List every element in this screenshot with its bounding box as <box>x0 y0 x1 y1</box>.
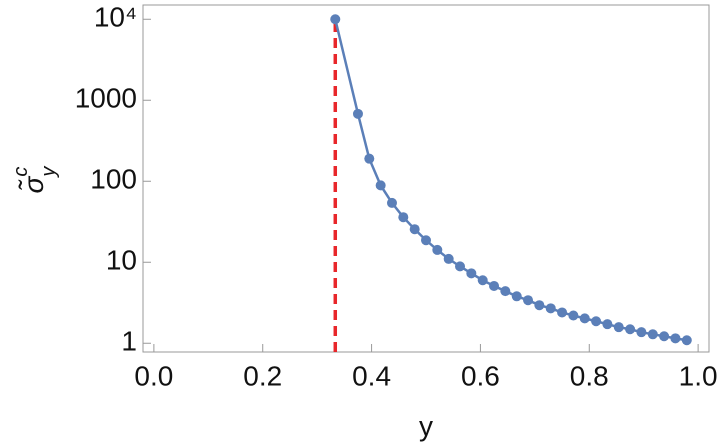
y-tick-label: 1000 <box>75 83 137 114</box>
data-point <box>670 333 681 344</box>
data-point <box>511 291 522 302</box>
data-point <box>647 329 658 340</box>
x-tick-label: 0.4 <box>352 360 391 391</box>
data-point <box>568 310 579 321</box>
y-label-sup: c <box>10 167 32 177</box>
y-tick-label: 100 <box>90 164 137 195</box>
x-tick-label: 0.8 <box>570 360 609 391</box>
data-point <box>466 268 477 279</box>
y-tick-label: 10 <box>106 245 137 276</box>
data-point <box>579 313 590 324</box>
data-point <box>375 180 386 191</box>
data-point <box>455 261 466 272</box>
data-point <box>625 324 636 335</box>
plot-frame <box>142 4 710 353</box>
data-point <box>489 280 500 291</box>
y-label-sub: y <box>38 166 60 179</box>
data-point <box>613 322 624 333</box>
data-point <box>330 14 341 25</box>
y-axis-label: σ̃yc <box>10 166 60 194</box>
data-point <box>443 253 454 264</box>
x-tick-label: 1.0 <box>679 360 718 391</box>
x-axis-label: y <box>419 410 433 441</box>
data-point <box>500 286 511 297</box>
data-point <box>545 303 556 314</box>
y-tick-label: 10⁴ <box>94 2 137 33</box>
data-point <box>364 153 375 164</box>
data-point <box>386 197 397 208</box>
data-point <box>421 235 431 246</box>
y-label-base: σ̃ <box>18 175 49 193</box>
x-tick-label: 0.2 <box>243 360 282 391</box>
y-tick-label: 1 <box>121 326 137 357</box>
data-point <box>681 335 692 346</box>
data-point <box>352 108 363 119</box>
data-point <box>477 275 488 286</box>
x-tick-label: 0.6 <box>461 360 500 391</box>
data-point <box>659 331 670 342</box>
data-point <box>409 224 420 235</box>
series-line <box>334 18 687 342</box>
data-point <box>432 244 443 255</box>
x-tick-label: 0.0 <box>134 360 173 391</box>
data-point <box>602 319 613 330</box>
data-point <box>523 295 534 306</box>
data-point <box>636 327 647 338</box>
data-point <box>557 307 568 318</box>
data-point <box>591 316 602 327</box>
data-point <box>534 300 545 311</box>
data-point <box>398 212 409 223</box>
